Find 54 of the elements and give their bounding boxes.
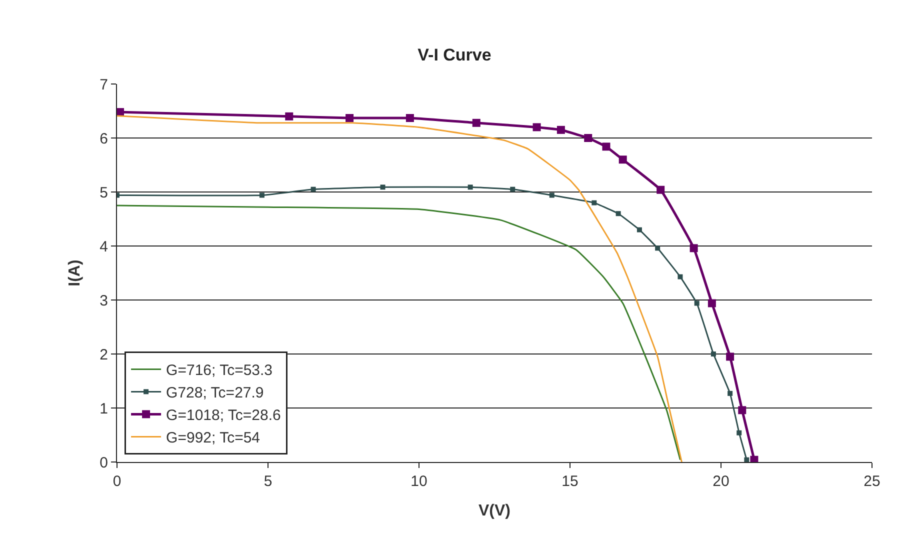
legend-label: G=1018; Tc=28.6 xyxy=(166,407,281,424)
legend-label: G=716; Tc=53.3 xyxy=(166,362,273,380)
x-tick-label: 5 xyxy=(264,473,272,490)
point xyxy=(694,300,700,306)
point xyxy=(655,246,660,251)
y-tick-label: 2 xyxy=(100,346,108,364)
point xyxy=(510,186,516,192)
x-tick-label: 10 xyxy=(410,473,428,490)
point xyxy=(710,352,716,356)
point xyxy=(380,184,386,190)
point xyxy=(310,186,316,192)
point xyxy=(584,134,592,142)
x-tick-label: 20 xyxy=(712,473,730,490)
point xyxy=(736,430,742,436)
point xyxy=(472,118,480,127)
y-tick-label: 3 xyxy=(100,292,108,310)
y-tick-label: 0 xyxy=(100,454,108,472)
legend-label: G=992; Tc=54 xyxy=(166,430,260,447)
point xyxy=(708,299,716,308)
point xyxy=(726,352,734,361)
point xyxy=(636,227,642,232)
y-tick-label: 5 xyxy=(100,184,108,202)
point xyxy=(744,457,750,462)
point xyxy=(738,406,746,414)
y-tick-label: 4 xyxy=(100,238,108,256)
point xyxy=(728,390,733,396)
point xyxy=(549,192,554,198)
point xyxy=(346,114,354,122)
point xyxy=(406,114,414,122)
point xyxy=(656,186,665,194)
point xyxy=(690,244,698,252)
point xyxy=(678,274,683,280)
point xyxy=(616,211,621,216)
x-tick-label: 0 xyxy=(112,473,122,490)
point xyxy=(602,142,610,151)
point xyxy=(556,126,565,134)
x-axis-title: V(V) xyxy=(478,502,510,520)
legend-label: G728; Tc=27.9 xyxy=(166,384,264,402)
x-tick-label: 15 xyxy=(562,473,578,490)
point xyxy=(285,112,294,120)
line-series xyxy=(117,204,681,461)
point xyxy=(750,456,758,462)
point xyxy=(117,108,124,116)
y-tick-label: 7 xyxy=(100,76,108,94)
point xyxy=(259,192,264,198)
point xyxy=(468,184,473,190)
x-tick-label: 25 xyxy=(864,473,880,490)
y-axis-title: I(A) xyxy=(66,260,84,286)
chart-title: V-I Curve xyxy=(418,46,492,65)
y-tick-label: 6 xyxy=(100,130,108,148)
point xyxy=(618,156,627,164)
point xyxy=(532,123,541,132)
point xyxy=(592,200,597,206)
y-tick-label: 1 xyxy=(100,400,108,418)
